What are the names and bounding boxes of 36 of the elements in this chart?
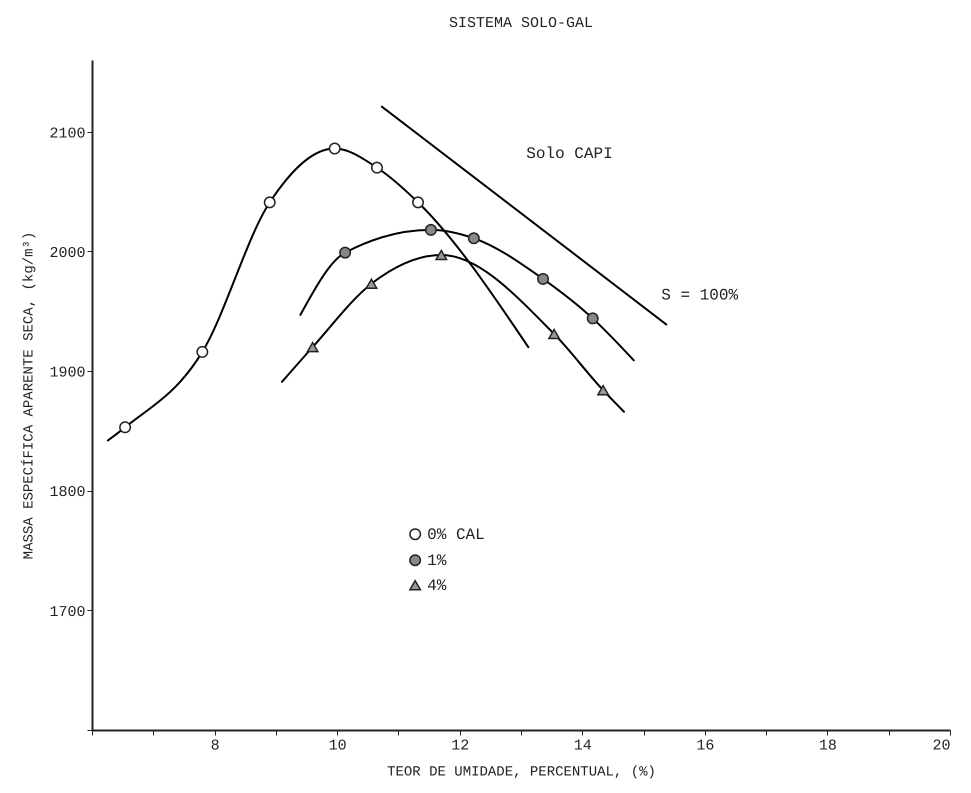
- x-tick-label: 18: [818, 738, 837, 754]
- x-tick-label: 8: [210, 738, 220, 754]
- x-tick-label: 20: [932, 738, 950, 754]
- y-axis-title: MASSA ESPECÍFICA APARENTE SECA, (kg/m³): [20, 232, 38, 560]
- x-tick-label: 14: [574, 738, 592, 754]
- point: [365, 278, 378, 290]
- x-axis-title: TEOR DE UMIDADE, PERCENTUAL, (%): [387, 764, 656, 780]
- point: [468, 232, 480, 244]
- y-tick-label: 2000: [49, 244, 86, 262]
- point: [306, 342, 319, 352]
- y-tick-label: 2100: [49, 125, 86, 142]
- point: [586, 312, 599, 324]
- point: [435, 250, 448, 260]
- point: [119, 421, 132, 434]
- x-tick-label: 12: [451, 738, 470, 754]
- point: [339, 246, 352, 259]
- point: [370, 162, 383, 174]
- point: [537, 272, 550, 285]
- y-tick-label: 1800: [49, 484, 86, 502]
- legend-label: 4%: [427, 577, 447, 596]
- y-tick-label: 1900: [49, 364, 86, 382]
- x-tick-label: 16: [696, 738, 714, 754]
- point: [412, 196, 424, 208]
- chart-title: SISTEMA SOLO-GAL: [448, 15, 594, 32]
- x-tick-label: 10: [328, 738, 347, 754]
- annotation: Solo CAPI: [526, 145, 613, 164]
- legend-label: 1%: [427, 552, 447, 570]
- point: [196, 346, 208, 358]
- point: [264, 196, 276, 208]
- point: [328, 142, 341, 155]
- point: [548, 328, 560, 340]
- legend-label: 0% CAL: [427, 526, 485, 544]
- point: [597, 384, 610, 396]
- series-label: S = 100%: [661, 286, 738, 304]
- y-tick-label: 1700: [49, 604, 86, 621]
- point: [424, 224, 437, 236]
